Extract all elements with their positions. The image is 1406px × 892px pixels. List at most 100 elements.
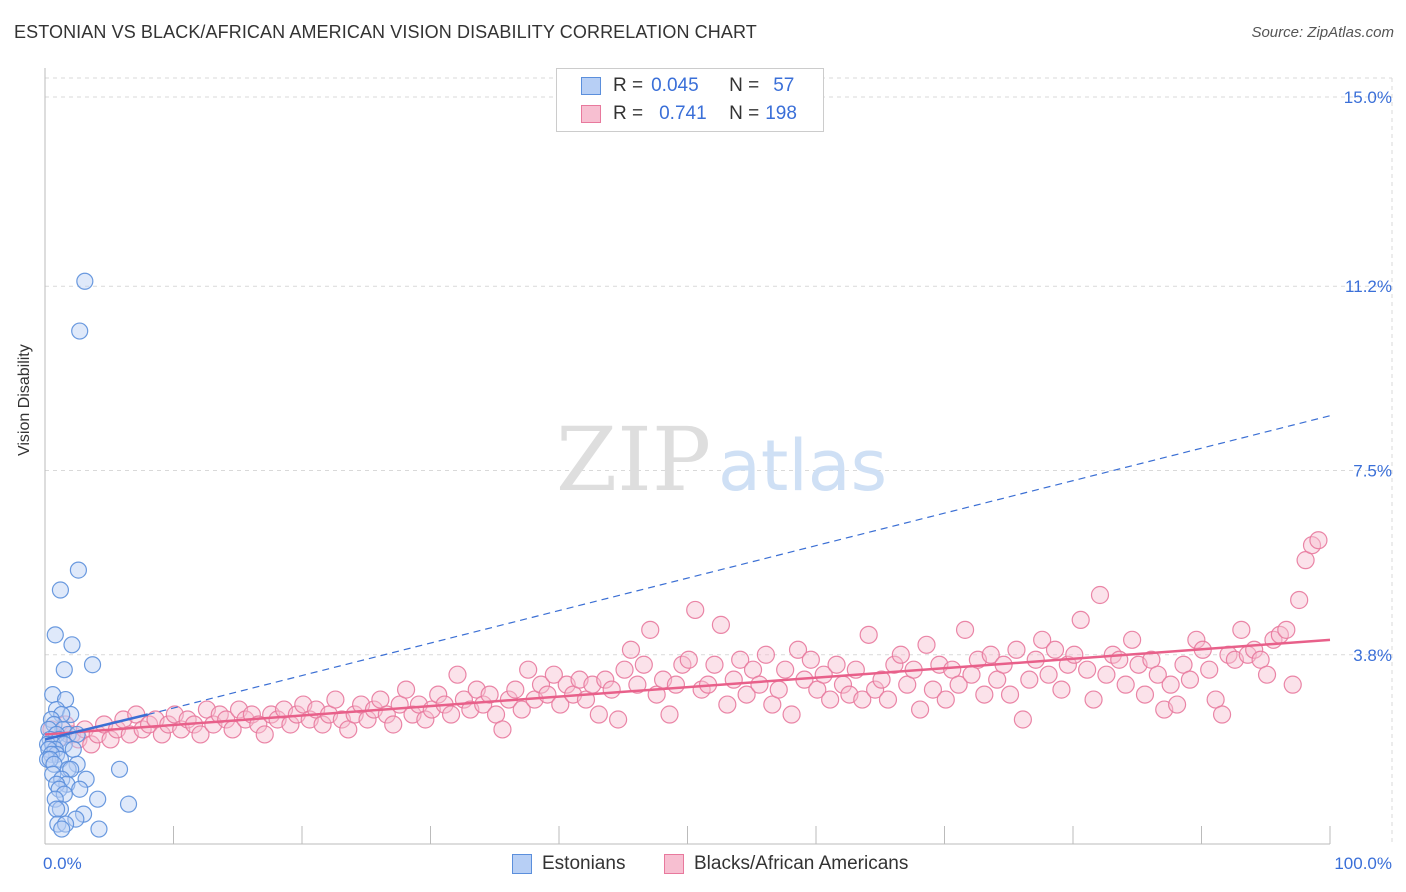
data-point-blacks [441,705,461,724]
data-point-blacks [1161,675,1180,694]
data-point-blacks [1135,685,1155,704]
data-point-estonians [77,770,95,788]
data-point-blacks [769,680,788,699]
legend-row-estonians: R = 0.045 N = 57 [581,73,794,99]
data-point-blacks [191,725,210,744]
data-point-estonians [44,765,62,783]
x-tick-label: 100.0% [1334,854,1392,873]
data-point-blacks [711,615,731,634]
data-point-blacks [750,675,769,694]
data-point-blacks [602,680,621,699]
data-point-blacks [975,685,994,704]
data-point-blacks [1020,670,1039,689]
data-point-blacks [1000,685,1020,704]
y-tick-label: 15.0% [1344,88,1392,107]
data-point-blacks [326,690,345,709]
data-point-blacks [396,680,416,699]
watermark-zip: ZIP [556,408,711,511]
data-point-blacks [917,635,936,654]
data-point-blacks [814,665,833,684]
trend-lines [44,415,1331,741]
data-point-estonians [119,795,138,813]
data-point-blacks [1283,675,1302,694]
data-point-blacks [1187,630,1206,649]
data-point-blacks [1097,665,1116,684]
bottom-legend-estonians: Estonians [512,852,625,876]
data-point-blacks [519,660,538,679]
y-axis-label: Vision Disability [16,344,33,456]
data-point-blacks [1065,645,1084,664]
chart-title: ESTONIAN VS BLACK/AFRICAN AMERICAN VISIO… [14,22,757,42]
data-point-estonians [89,790,107,808]
data-point-blacks [641,620,660,639]
data-point-blacks [891,645,910,664]
data-point-blacks [801,650,820,669]
data-point-blacks [1212,705,1232,724]
bottom-legend-swatch-estonians [512,854,532,874]
data-point-estonians [69,561,88,579]
data-point-blacks [866,680,885,699]
data-point-blacks [827,655,846,674]
data-point-blacks [474,695,493,714]
data-point-blacks [782,705,801,724]
data-point-blacks [859,625,878,644]
watermark-atlas: atlas [718,425,887,507]
data-point-blacks [480,685,499,704]
y-tick-label: 7.5% [1353,462,1392,481]
data-point-blacks [705,655,724,674]
data-point-blacks [615,660,634,679]
data-point-blacks [1232,620,1251,639]
legend-n-value: 57 [773,75,795,96]
data-point-estonians [51,800,70,818]
data-point-blacks [1033,630,1052,649]
data-point-blacks [1309,531,1328,550]
data-point-estonians [51,581,70,599]
data-point-estonians [83,656,102,674]
series-estonians [38,272,138,838]
data-point-blacks [1090,585,1110,605]
legend-swatch-estonians [581,77,601,95]
data-point-estonians [42,710,61,729]
data-point-blacks [666,675,686,694]
data-point-blacks [737,685,756,704]
data-point-blacks [923,680,943,699]
data-point-estonians [53,820,71,838]
data-point-blacks [756,645,775,664]
data-point-blacks [776,660,795,679]
data-point-estonians [71,322,89,340]
data-point-blacks [885,655,904,674]
data-point-blacks [878,690,898,709]
data-point-blacks [255,725,274,744]
chart-source: Source: ZipAtlas.com [1251,24,1394,41]
data-point-blacks [1123,630,1142,649]
data-point-blacks [512,700,531,719]
data-point-estonians [71,780,89,798]
bottom-legend-label-estonians: Estonians [542,853,626,874]
legend-n-value: 198 [765,103,797,124]
data-point-blacks [1257,665,1277,684]
legend-r-value: 0.741 [659,103,707,124]
data-point-estonians [55,661,73,679]
data-point-blacks [621,640,641,659]
data-point-blacks [731,650,750,669]
data-point-blacks [596,670,615,689]
data-point-blacks [679,650,698,669]
data-point-blacks [1200,660,1219,679]
data-point-blacks [416,710,435,729]
y-tick-label: 11.2% [1345,277,1392,296]
data-point-blacks [853,690,872,709]
legend-r-label: R = [613,103,644,124]
data-point-estonians [67,810,85,828]
data-point-blacks [821,690,840,709]
data-point-estonians [53,770,71,788]
data-point-blacks [660,705,679,724]
trend-line-blacks [44,638,1331,736]
data-point-blacks [1084,690,1103,709]
data-point-blacks [313,715,332,734]
bottom-legend-label-blacks: Blacks/African Americans [694,853,909,874]
data-point-blacks [384,715,403,734]
data-point-estonians [76,272,94,290]
data-point-blacks [788,640,808,659]
data-point-blacks [1116,675,1135,694]
data-point-blacks [1045,640,1065,659]
